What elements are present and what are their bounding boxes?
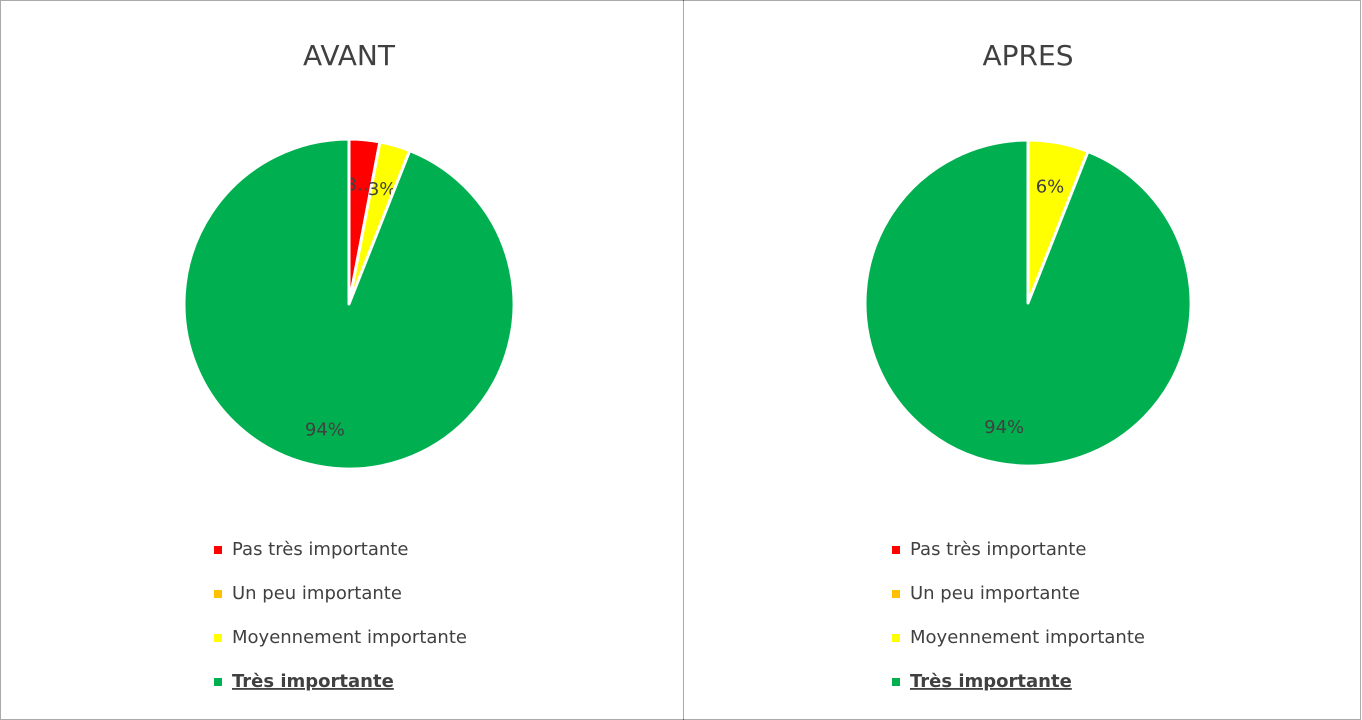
data-label: 3% [368, 179, 397, 200]
legend-swatch [892, 590, 900, 598]
pie-slice [182, 137, 516, 471]
legend-swatch [892, 546, 900, 554]
data-label: 94% [984, 417, 1024, 438]
legend-label: Un peu importante [232, 583, 402, 604]
legend-label: Un peu importante [910, 583, 1080, 604]
legend-label: Très importante [232, 671, 394, 692]
legend-swatch [214, 678, 222, 686]
pie-slice [863, 138, 1193, 468]
legend-label: Pas très importante [232, 539, 408, 560]
legend-swatch [214, 634, 222, 642]
legend-label: Très importante [910, 671, 1072, 692]
legend-label: Pas très importante [910, 539, 1086, 560]
data-label: 6% [1036, 177, 1065, 198]
legend-label: Moyennement importante [232, 627, 467, 648]
chart-panel: APRES 6% 94% Pas très importante Un peu impo… [683, 0, 1361, 720]
legend-swatch [892, 634, 900, 642]
chart-title: APRES [983, 39, 1074, 72]
data-label: 3… [345, 175, 374, 196]
legend-swatch [214, 590, 222, 598]
data-label: 94% [305, 419, 345, 440]
chart-panel: AVANT 3…3% 94% Pas très importante Un peu im… [0, 0, 684, 720]
legend-swatch [214, 546, 222, 554]
legend-label: Moyennement importante [910, 627, 1145, 648]
legend-swatch [892, 678, 900, 686]
chart-title: AVANT [303, 39, 396, 72]
